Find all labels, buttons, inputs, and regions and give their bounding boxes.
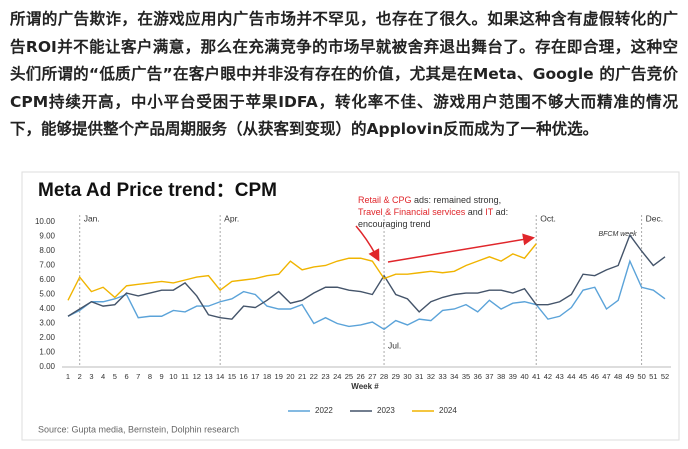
bfcm-label: BFCM week bbox=[598, 231, 637, 238]
annotation-part: Retail & CPG bbox=[358, 195, 412, 205]
x-tick-label: 22 bbox=[310, 372, 318, 381]
y-tick-label: 9.00 bbox=[39, 232, 55, 241]
x-tick-label: 21 bbox=[298, 372, 306, 381]
x-tick-label: 14 bbox=[216, 372, 224, 381]
x-tick-label: 26 bbox=[356, 372, 364, 381]
x-tick-label: 31 bbox=[415, 372, 423, 381]
x-tick-label: 47 bbox=[602, 372, 610, 381]
x-tick-label: 15 bbox=[228, 372, 236, 381]
x-tick-label: 33 bbox=[438, 372, 446, 381]
x-tick-label: 34 bbox=[450, 372, 458, 381]
x-tick-label: 12 bbox=[193, 372, 201, 381]
text-line: CPM持续开高，中小平台受困于苹果IDFA，转化率不佳、游戏用户范围不够大而精准… bbox=[10, 92, 678, 111]
y-tick-label: 3.00 bbox=[39, 319, 55, 328]
x-tick-label: 29 bbox=[392, 372, 400, 381]
x-tick-label: 13 bbox=[204, 372, 212, 381]
x-tick-label: 30 bbox=[403, 372, 411, 381]
x-tick-label: 10 bbox=[169, 372, 177, 381]
legend-label: 2023 bbox=[377, 406, 395, 415]
x-tick-label: 8 bbox=[148, 372, 152, 381]
arrow bbox=[355, 225, 380, 262]
y-tick-label: 2.00 bbox=[39, 333, 55, 342]
legend-label: 2022 bbox=[315, 406, 333, 415]
x-tick-label: 40 bbox=[520, 372, 528, 381]
series-line bbox=[67, 233, 666, 320]
x-axis-label: Week # bbox=[351, 382, 379, 391]
x-tick-label: 38 bbox=[497, 372, 505, 381]
y-tick-label: 5.00 bbox=[39, 290, 55, 299]
x-tick-label: 3 bbox=[89, 372, 93, 381]
x-tick-label: 28 bbox=[380, 372, 388, 381]
x-tick-label: 43 bbox=[555, 372, 563, 381]
month-label: Oct. bbox=[540, 213, 556, 223]
source: Source: Gupta media, Bernstein, Dolphin … bbox=[38, 424, 239, 434]
month-label: Apr. bbox=[224, 213, 239, 223]
x-tick-label: 6 bbox=[124, 372, 128, 381]
x-tick-label: 24 bbox=[333, 372, 341, 381]
text-line: 所谓的广告欺诈，在游戏应用内广告市场并不罕见，也存在了很久。如果这种含有虚假转化… bbox=[10, 10, 678, 28]
y-tick-label: 8.00 bbox=[39, 246, 55, 255]
annotation-part: IT bbox=[485, 207, 494, 217]
x-tick-label: 51 bbox=[649, 372, 657, 381]
y-tick-label: 4.00 bbox=[39, 304, 55, 313]
x-tick-label: 9 bbox=[160, 372, 164, 381]
x-tick-label: 44 bbox=[567, 372, 575, 381]
x-tick-label: 4 bbox=[101, 372, 105, 381]
x-tick-label: 45 bbox=[579, 372, 587, 381]
month-label: Dec. bbox=[646, 213, 663, 223]
x-tick-label: 39 bbox=[509, 372, 517, 381]
x-tick-label: 2 bbox=[78, 372, 82, 381]
x-tick-label: 5 bbox=[113, 372, 117, 381]
x-tick-label: 42 bbox=[544, 372, 552, 381]
month-label: Jan. bbox=[84, 213, 100, 223]
x-tick-label: 23 bbox=[321, 372, 329, 381]
x-tick-label: 48 bbox=[614, 372, 622, 381]
x-tick-label: 41 bbox=[532, 372, 540, 381]
text-line: 头们所谓的“低质广告”在客户眼中并非没有存在的价值，尤其是在Meta、Googl… bbox=[10, 65, 678, 83]
x-tick-label: 46 bbox=[591, 372, 599, 381]
annotation: encouraging trend bbox=[358, 219, 431, 229]
x-tick-label: 52 bbox=[661, 372, 669, 381]
series-line bbox=[67, 243, 537, 301]
month-label: Jul. bbox=[388, 340, 401, 350]
x-tick-label: 36 bbox=[474, 372, 482, 381]
x-tick-label: 49 bbox=[626, 372, 634, 381]
annotation-part: ad: bbox=[493, 207, 508, 217]
y-tick-label: 1.00 bbox=[39, 348, 55, 357]
text-line: 告ROI并不能让客户满意，那么在充满竞争的市场早就被舍弃退出舞台了。存在即合理，… bbox=[10, 37, 678, 56]
annotation-part: and bbox=[465, 207, 485, 217]
x-tick-label: 16 bbox=[239, 372, 247, 381]
chart-title: Meta Ad Price trend：CPM bbox=[38, 180, 277, 201]
annotation-part: Travel & Financial services bbox=[358, 207, 466, 217]
y-tick-label: 7.00 bbox=[39, 261, 55, 270]
paragraph: 所谓的广告欺诈，在游戏应用内广告市场并不罕见，也存在了很久。如果这种含有虚假转化… bbox=[10, 6, 678, 144]
text-line: 下，能够提供整个产品周期服务（从获客到变现）的Applovin反而成为了一种优选… bbox=[10, 120, 599, 138]
annotation: Retail & CPG ads: remained strong, bbox=[358, 195, 501, 205]
legend-label: 2024 bbox=[439, 406, 457, 415]
x-tick-label: 18 bbox=[263, 372, 271, 381]
x-tick-label: 7 bbox=[136, 372, 140, 381]
x-tick-label: 27 bbox=[368, 372, 376, 381]
x-tick-label: 19 bbox=[275, 372, 283, 381]
annotation-part: ads: remained strong, bbox=[412, 195, 502, 205]
y-tick-label: 10.00 bbox=[35, 217, 56, 226]
series-line bbox=[67, 259, 666, 331]
y-tick-label: 0.00 bbox=[39, 362, 55, 371]
x-tick-label: 25 bbox=[345, 372, 353, 381]
chart-frame bbox=[21, 171, 680, 441]
annotation: Travel & Financial services and IT ad: bbox=[358, 207, 508, 217]
x-tick-label: 35 bbox=[462, 372, 470, 381]
x-tick-label: 37 bbox=[485, 372, 493, 381]
arrow bbox=[387, 233, 535, 263]
x-tick-label: 20 bbox=[286, 372, 294, 381]
y-tick-label: 6.00 bbox=[39, 275, 55, 284]
x-tick-label: 11 bbox=[181, 372, 189, 381]
x-tick-label: 32 bbox=[427, 372, 435, 381]
x-tick-label: 1 bbox=[66, 372, 70, 381]
x-tick-label: 17 bbox=[251, 372, 259, 381]
x-tick-label: 50 bbox=[637, 372, 645, 381]
annotation-part: encouraging trend bbox=[358, 219, 431, 229]
